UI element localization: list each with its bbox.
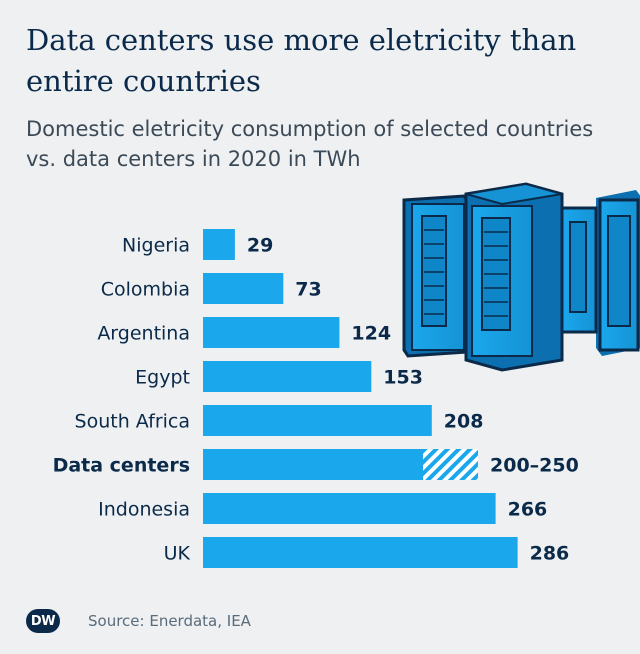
category-label: Nigeria — [122, 235, 190, 257]
value-label: 286 — [530, 543, 570, 565]
bar — [203, 273, 284, 304]
category-label: Egypt — [135, 367, 190, 389]
category-label: Colombia — [101, 279, 190, 301]
value-label: 29 — [247, 235, 273, 257]
bar — [203, 493, 496, 524]
bar — [203, 537, 518, 568]
category-label: Indonesia — [98, 499, 190, 521]
category-label: Argentina — [97, 323, 190, 345]
bar — [203, 229, 235, 260]
source-text: Source: Enerdata, IEA — [88, 612, 251, 630]
value-label: 124 — [351, 323, 391, 345]
value-label: 73 — [295, 279, 321, 301]
bar — [203, 317, 340, 348]
category-label: UK — [164, 543, 191, 565]
value-label: 153 — [383, 367, 423, 389]
bar — [203, 405, 432, 436]
bar — [203, 361, 372, 392]
value-label: 208 — [444, 411, 484, 433]
value-label: 200–250 — [490, 455, 579, 477]
server-racks-icon — [402, 182, 640, 372]
value-label: 266 — [508, 499, 548, 521]
chart-title: Data centers use more eletricity than en… — [26, 23, 577, 98]
dw-logo: DW — [26, 609, 60, 633]
bar — [203, 449, 423, 480]
footer: DW Source: Enerdata, IEA — [26, 606, 251, 636]
category-label: Data centers — [53, 455, 190, 477]
category-label: South Africa — [75, 411, 190, 433]
bar-range — [423, 449, 478, 480]
chart-subtitle: Domestic eletricity consumption of selec… — [26, 117, 594, 171]
bar-chart: Nigeria 29 Colombia 73 Argentina 124 Egypt 153 S… — [53, 182, 640, 568]
